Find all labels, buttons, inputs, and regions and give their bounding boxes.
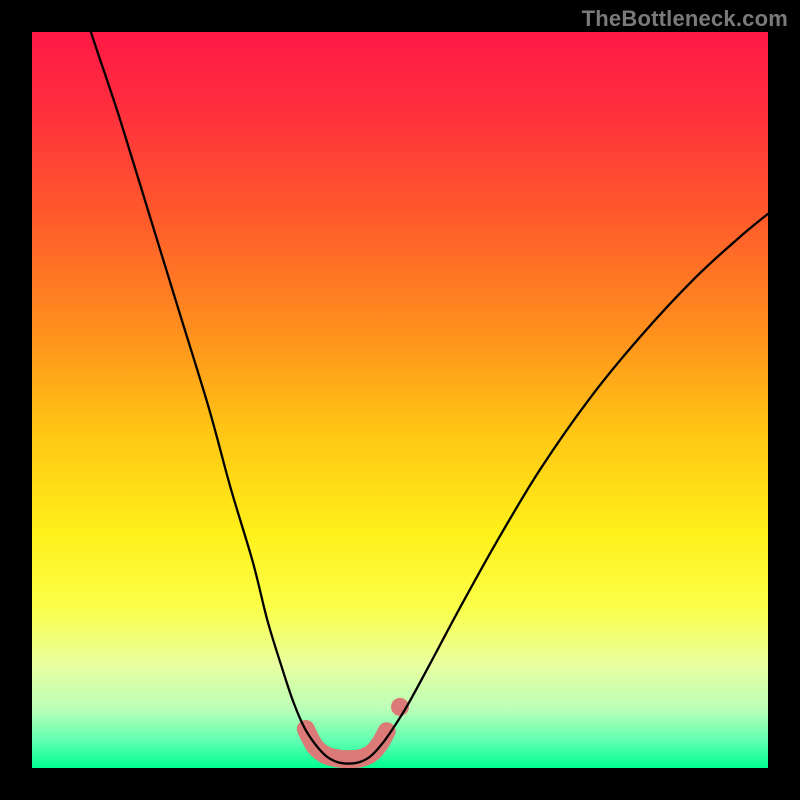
chart-stage: TheBottleneck.com (0, 0, 800, 800)
watermark-text: TheBottleneck.com (582, 6, 788, 32)
plot-area (32, 32, 768, 768)
bottleneck-curve (91, 32, 768, 764)
chart-svg-layer (32, 32, 768, 768)
highlight-u-band (306, 729, 387, 759)
